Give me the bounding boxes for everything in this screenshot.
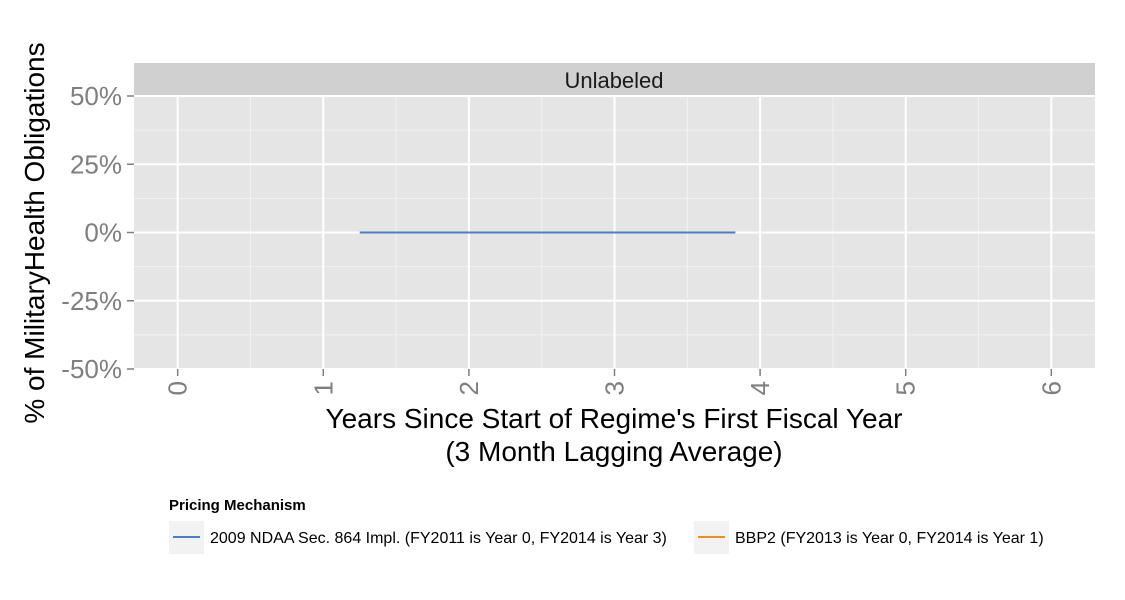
- x-tick-label: 3: [600, 381, 630, 395]
- x-axis-subtitle: (3 Month Lagging Average): [445, 436, 782, 467]
- y-tick-label: -25%: [61, 286, 122, 316]
- legend-label-1: 2009 NDAA Sec. 864 Impl. (FY2011 is Year…: [210, 530, 667, 547]
- x-axis: 0 1 2 3 4 5 6: [163, 369, 1066, 395]
- legend-item-1: 2009 NDAA Sec. 864 Impl. (FY2011 is Year…: [169, 521, 667, 554]
- x-tick-label: 0: [163, 381, 193, 395]
- x-tick-label: 2: [454, 381, 484, 395]
- facet-strip: [134, 63, 1095, 96]
- legend-item-2: BBP2 (FY2013 is Year 0, FY2014 is Year 1…: [694, 521, 1044, 554]
- y-tick-label: 50%: [70, 81, 122, 111]
- x-tick-label: 4: [745, 381, 775, 395]
- y-axis-title: % of MilitaryHealth Obligations: [19, 42, 50, 423]
- facet-label: Unlabeled: [564, 68, 663, 93]
- y-tick-label: -50%: [61, 354, 122, 384]
- y-tick-label: 0%: [84, 218, 122, 248]
- legend-title: Pricing Mechanism: [169, 497, 306, 514]
- x-tick-label: 6: [1036, 381, 1066, 395]
- y-tick-label: 25%: [70, 149, 122, 179]
- y-axis: -50% -25% 0% 25% 50%: [61, 81, 134, 384]
- x-axis-title: Years Since Start of Regime's First Fisc…: [326, 403, 903, 434]
- x-tick-label: 5: [891, 381, 921, 395]
- x-tick-label: 1: [308, 381, 338, 395]
- legend-label-2: BBP2 (FY2013 is Year 0, FY2014 is Year 1…: [735, 530, 1044, 547]
